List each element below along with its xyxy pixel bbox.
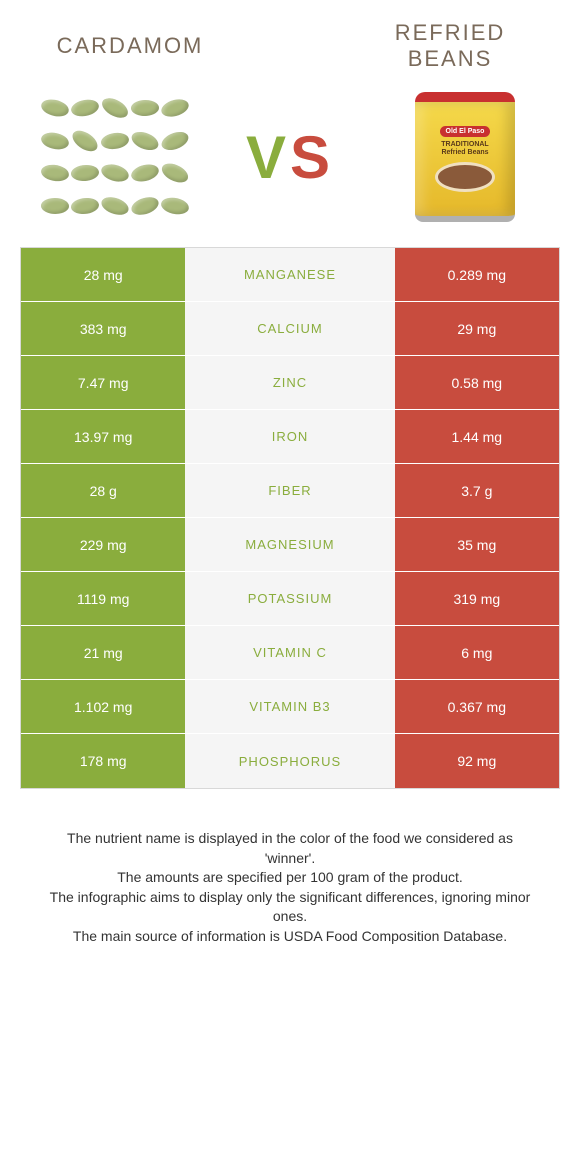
footnote-line: The infographic aims to display only the… <box>40 888 540 927</box>
nutrient-label: Calcium <box>185 302 394 355</box>
right-value: 29 mg <box>395 302 559 355</box>
left-value: 13.97 mg <box>21 410 185 463</box>
can-bowl-icon <box>435 162 495 192</box>
right-value: 92 mg <box>395 734 559 788</box>
table-row: 1.102 mgVitamin B30.367 mg <box>21 680 559 734</box>
right-value: 319 mg <box>395 572 559 625</box>
left-value: 229 mg <box>21 518 185 571</box>
cardamom-illustration <box>30 92 200 222</box>
left-value: 1.102 mg <box>21 680 185 733</box>
table-row: 28 gFiber3.7 g <box>21 464 559 518</box>
left-food-title: Cardamom <box>30 33 230 59</box>
table-row: 383 mgCalcium29 mg <box>21 302 559 356</box>
nutrient-label: Manganese <box>185 248 394 301</box>
can-brand: Old El Paso <box>440 126 491 137</box>
left-value: 178 mg <box>21 734 185 788</box>
table-row: 28 mgManganese0.289 mg <box>21 248 559 302</box>
nutrient-label: Vitamin C <box>185 626 394 679</box>
footnotes: The nutrient name is displayed in the co… <box>20 829 560 947</box>
nutrient-label: Fiber <box>185 464 394 517</box>
comparison-table: 28 mgManganese0.289 mg383 mgCalcium29 mg… <box>20 247 560 789</box>
footnote-line: The amounts are specified per 100 gram o… <box>40 868 540 888</box>
vs-s-letter: S <box>290 124 334 191</box>
left-value: 21 mg <box>21 626 185 679</box>
vs-v-letter: V <box>246 124 290 191</box>
table-row: 1119 mgPotassium319 mg <box>21 572 559 626</box>
right-value: 0.367 mg <box>395 680 559 733</box>
right-value: 6 mg <box>395 626 559 679</box>
right-value: 1.44 mg <box>395 410 559 463</box>
left-value: 383 mg <box>21 302 185 355</box>
right-value: 3.7 g <box>395 464 559 517</box>
right-food-title: Refried Beans <box>350 20 550 72</box>
right-value: 0.289 mg <box>395 248 559 301</box>
beans-can-illustration: Old El Paso TRADITIONAL Refried Beans <box>380 92 550 222</box>
nutrient-label: Zinc <box>185 356 394 409</box>
header-titles: Cardamom Refried Beans <box>20 20 560 92</box>
nutrient-label: Magnesium <box>185 518 394 571</box>
left-value: 28 mg <box>21 248 185 301</box>
table-row: 178 mgPhosphorus92 mg <box>21 734 559 788</box>
can-text1: TRADITIONAL <box>441 141 488 149</box>
footnote-line: The main source of information is USDA F… <box>40 927 540 947</box>
right-value: 0.58 mg <box>395 356 559 409</box>
nutrient-label: Potassium <box>185 572 394 625</box>
footnote-line: The nutrient name is displayed in the co… <box>40 829 540 868</box>
table-row: 21 mgVitamin C6 mg <box>21 626 559 680</box>
table-row: 13.97 mgIron1.44 mg <box>21 410 559 464</box>
nutrient-label: Vitamin B3 <box>185 680 394 733</box>
table-row: 229 mgMagnesium35 mg <box>21 518 559 572</box>
left-value: 7.47 mg <box>21 356 185 409</box>
left-value: 28 g <box>21 464 185 517</box>
images-row: VS Old El Paso TRADITIONAL Refried Beans <box>20 92 560 247</box>
can-text2: Refried Beans <box>441 149 488 157</box>
nutrient-label: Phosphorus <box>185 734 394 788</box>
vs-label: VS <box>246 123 334 192</box>
left-value: 1119 mg <box>21 572 185 625</box>
table-row: 7.47 mgZinc0.58 mg <box>21 356 559 410</box>
nutrient-label: Iron <box>185 410 394 463</box>
right-value: 35 mg <box>395 518 559 571</box>
